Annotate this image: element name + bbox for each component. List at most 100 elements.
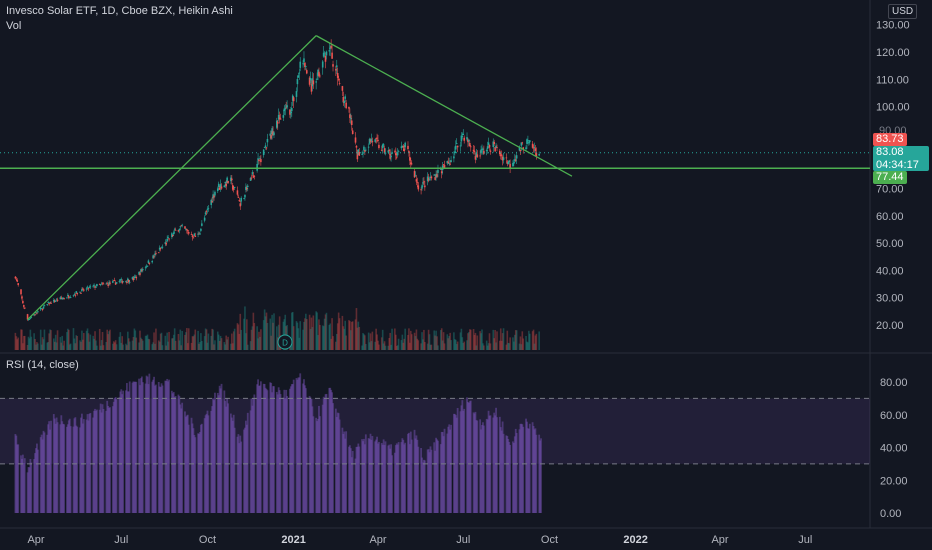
rsi-bar-283 bbox=[384, 441, 387, 513]
volume-bar-118 bbox=[168, 331, 170, 350]
volume-bar-378 bbox=[509, 337, 511, 350]
rsi-bar-228 bbox=[312, 416, 315, 513]
candle-body-37 bbox=[62, 297, 64, 299]
rsi-bar-223 bbox=[305, 397, 308, 513]
rsi-bar-162 bbox=[226, 398, 229, 513]
volume-bar-380 bbox=[513, 341, 515, 350]
candle-body-367 bbox=[495, 145, 497, 149]
candle-body-98 bbox=[142, 269, 144, 271]
candle-body-363 bbox=[489, 150, 492, 152]
candle-body-130 bbox=[185, 228, 187, 230]
dividend-marker[interactable]: D bbox=[277, 334, 293, 350]
candle-body-127 bbox=[180, 225, 183, 227]
volume-bar-92 bbox=[134, 330, 137, 350]
high-price-tag: 83.73 bbox=[873, 133, 907, 146]
volume-bar-102 bbox=[147, 338, 150, 350]
candle-body-270 bbox=[368, 138, 371, 144]
rsi-bar-126 bbox=[179, 404, 182, 513]
candle-body-140 bbox=[198, 233, 200, 235]
rsi-bar-256 bbox=[349, 448, 352, 513]
candle-body-347 bbox=[469, 143, 471, 146]
volume-bar-211 bbox=[290, 312, 293, 350]
candle-body-321 bbox=[435, 173, 437, 178]
time-axis[interactable]: Apr Jul Oct 2021 Apr Jul Oct 2022 Apr Jul bbox=[27, 534, 812, 546]
candle-body-176 bbox=[245, 186, 247, 190]
rsi-bar-164 bbox=[229, 413, 232, 513]
candle-body-298 bbox=[404, 142, 406, 148]
volume-bar-106 bbox=[153, 332, 155, 350]
candle-body-202 bbox=[278, 117, 281, 120]
rsi-bar-333 bbox=[450, 424, 452, 513]
low-price-tag: 77.44 bbox=[873, 171, 907, 184]
volume-bar-44 bbox=[72, 328, 75, 350]
candle-body-227 bbox=[311, 78, 314, 87]
rsi-bar-244 bbox=[334, 408, 337, 513]
volume-bar-18 bbox=[37, 343, 39, 350]
candle-body-287 bbox=[390, 155, 392, 158]
candle-body-198 bbox=[273, 132, 275, 136]
volume-bar-166 bbox=[231, 343, 234, 350]
rsi-bar-379 bbox=[512, 441, 514, 513]
candle-body-208 bbox=[286, 105, 288, 108]
candle-body-274 bbox=[374, 139, 376, 142]
volume-bar-3 bbox=[17, 337, 19, 350]
rsi-axis[interactable]: 80.00 60.00 40.00 20.00 0.00 bbox=[880, 377, 908, 520]
candle-body-194 bbox=[269, 133, 272, 136]
rsi-bar-299 bbox=[407, 433, 409, 513]
rsi-bar-236 bbox=[323, 398, 326, 513]
volume-bar-298 bbox=[404, 328, 406, 350]
volume-bar-177 bbox=[246, 319, 248, 350]
candle-body-161 bbox=[225, 183, 228, 187]
candle-body-175 bbox=[244, 194, 246, 198]
rsi-bar-243 bbox=[332, 403, 334, 513]
candle-body-232 bbox=[318, 71, 320, 76]
rsi-bar-121 bbox=[172, 391, 175, 513]
volume-bar-57 bbox=[88, 341, 91, 350]
rsi-bar-100 bbox=[145, 375, 148, 513]
rsi-bar-109 bbox=[157, 381, 160, 513]
candle-body-96 bbox=[140, 269, 142, 272]
candle-body-199 bbox=[276, 120, 278, 128]
rsi-bar-13 bbox=[30, 462, 33, 513]
candle-body-263 bbox=[358, 152, 361, 156]
rsi-bar-237 bbox=[324, 394, 327, 513]
volume-bar-141 bbox=[199, 342, 201, 350]
volume-bar-267 bbox=[364, 335, 366, 350]
rsi-bar-29 bbox=[52, 414, 55, 513]
volume-bar-35 bbox=[60, 342, 63, 350]
rsi-bar-241 bbox=[330, 389, 333, 513]
volume-bar-324 bbox=[439, 330, 442, 350]
volume-bar-352 bbox=[475, 345, 478, 350]
candle-body-386 bbox=[520, 142, 523, 146]
volume-label: Vol bbox=[6, 20, 22, 32]
rsi-bar-340 bbox=[460, 405, 463, 513]
volume-bar-93 bbox=[135, 337, 138, 350]
volume-bar-193 bbox=[266, 322, 269, 350]
rsi-bar-218 bbox=[299, 373, 302, 513]
volume-bar-72 bbox=[108, 331, 110, 350]
rsi-bar-156 bbox=[218, 385, 221, 513]
candle-body-182 bbox=[252, 175, 255, 178]
candle-body-329 bbox=[446, 160, 449, 164]
currency-button[interactable]: USD bbox=[888, 4, 918, 19]
rsi-bar-290 bbox=[394, 445, 397, 513]
candle-body-246 bbox=[336, 73, 339, 78]
trendlines[interactable] bbox=[27, 35, 573, 321]
rsi-bar-56 bbox=[87, 420, 90, 513]
price-axis[interactable]: 130.00 120.00 110.00 100.00 70.00 60.00 50.00 4… bbox=[876, 20, 910, 332]
volume-bar-190 bbox=[263, 309, 266, 350]
rsi-bar-70 bbox=[106, 400, 109, 513]
candle-body-283 bbox=[384, 152, 387, 154]
rsi-bar-112 bbox=[160, 383, 163, 513]
rsi-bar-382 bbox=[514, 428, 517, 513]
volume-bar-158 bbox=[220, 338, 223, 350]
rsi-bar-275 bbox=[375, 439, 378, 513]
rsi-bar-270 bbox=[368, 439, 371, 513]
volume-bar-322 bbox=[436, 336, 438, 350]
candle-body-9 bbox=[26, 314, 29, 320]
candle-body-310 bbox=[421, 185, 423, 189]
rsi-bar-184 bbox=[256, 384, 259, 513]
candle-body-172 bbox=[239, 203, 242, 207]
candle-body-5 bbox=[21, 296, 23, 299]
